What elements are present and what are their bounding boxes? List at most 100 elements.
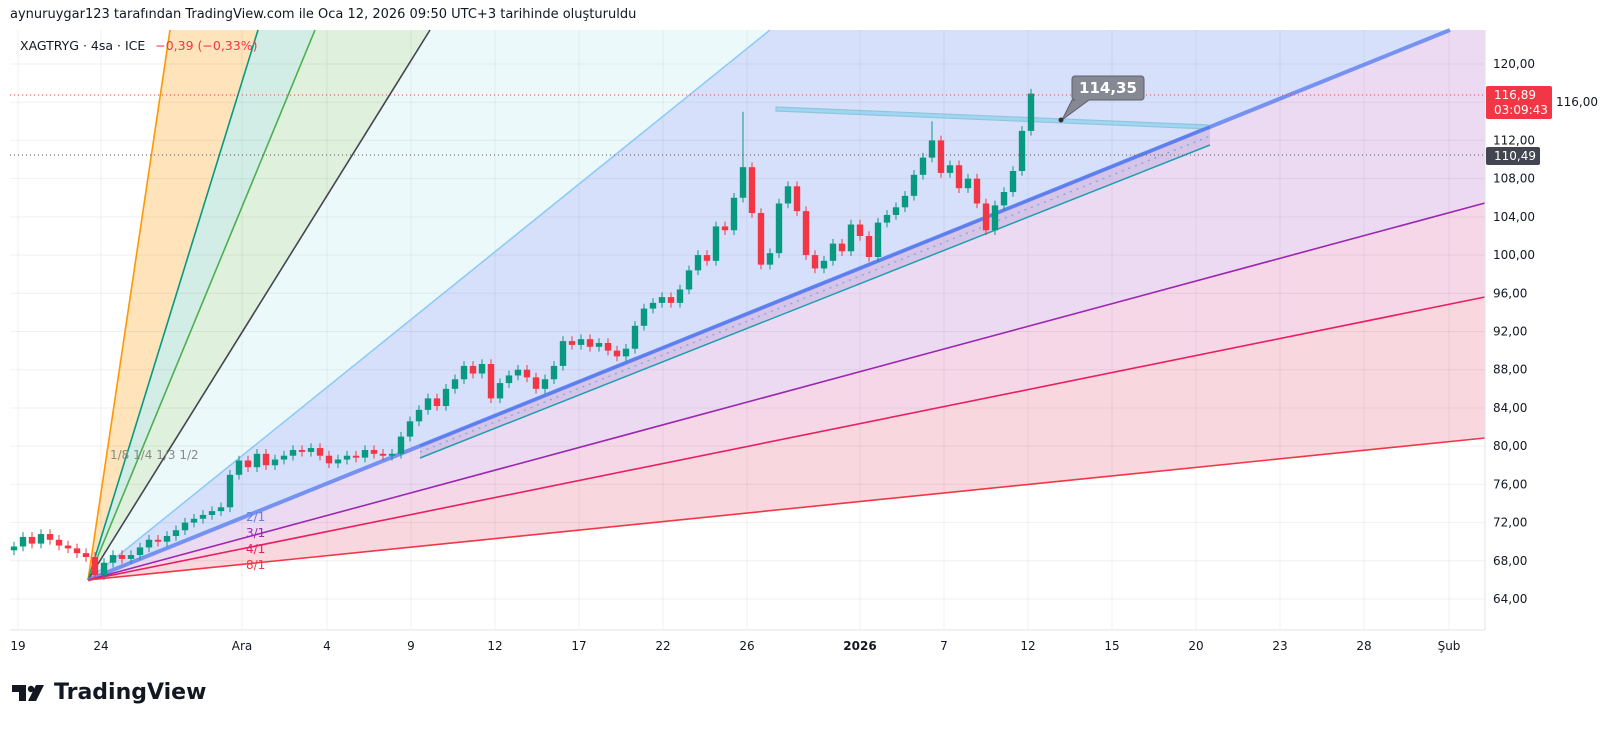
- candle-body: [550, 365, 558, 380]
- price-tick: 64,00: [1493, 592, 1527, 606]
- time-tick: Şub: [1438, 639, 1461, 653]
- candle-body: [784, 186, 792, 204]
- fan-line-1-4: [87, 29, 259, 581]
- candle-body: [847, 224, 855, 252]
- candle-body: [352, 455, 360, 458]
- marked-price-badge: [1486, 147, 1540, 165]
- candle-body: [532, 377, 540, 389]
- marked-price-value: 110,49: [1494, 149, 1536, 163]
- time-tick: 23: [1272, 639, 1287, 653]
- candle-body: [370, 449, 378, 454]
- candle-body: [397, 436, 405, 454]
- candle-body: [487, 363, 495, 399]
- candle-body: [919, 157, 927, 175]
- candle-body: [793, 186, 801, 212]
- time-tick: 12: [487, 639, 502, 653]
- fan-label-8-1: 8/1: [246, 558, 265, 572]
- time-tick: 24: [93, 639, 108, 653]
- candle-body: [514, 369, 522, 376]
- candle-body: [964, 178, 972, 189]
- price-tick: 116,00: [1556, 95, 1598, 109]
- candle-body: [289, 449, 297, 456]
- candle-body: [235, 460, 243, 475]
- candle-body: [208, 511, 216, 515]
- fan-line-1-2: [87, 29, 431, 581]
- candle-body: [1027, 93, 1035, 131]
- candle-body: [217, 507, 225, 512]
- candle-body: [1000, 192, 1008, 206]
- candle-body: [163, 535, 171, 542]
- candle-body: [424, 398, 432, 410]
- price-tick: 68,00: [1493, 554, 1527, 568]
- price-tick: 72,00: [1493, 516, 1527, 530]
- candle-body: [586, 339, 594, 347]
- candle-body: [622, 348, 630, 357]
- price-tick: 92,00: [1493, 325, 1527, 339]
- candle-body: [343, 455, 351, 460]
- candle-body: [100, 562, 108, 576]
- tradingview-logo-icon: [12, 684, 44, 701]
- time-tick: 4: [323, 639, 331, 653]
- symbol-label: XAGTRYG · 4sa · ICE: [20, 38, 146, 53]
- candle-body: [748, 167, 756, 214]
- candle-body: [685, 270, 693, 290]
- fan-line-1-8: [87, 29, 171, 581]
- last-price-badge: [1486, 86, 1552, 119]
- candle-body: [415, 409, 423, 422]
- candle-body: [325, 455, 333, 464]
- candle-body: [10, 546, 18, 551]
- candle-body: [154, 539, 162, 542]
- fan-line-4-1: [87, 296, 1486, 581]
- candle-body: [856, 224, 864, 236]
- candle-body: [199, 514, 207, 519]
- candle-body: [460, 365, 468, 380]
- candle-body: [118, 555, 126, 559]
- candle-body: [244, 460, 252, 468]
- candle-body: [676, 289, 684, 303]
- candle-body: [883, 214, 891, 223]
- candle-body: [766, 253, 774, 265]
- brand-name: TradingView: [54, 680, 207, 705]
- candle-body: [478, 363, 486, 374]
- candle-body: [730, 197, 738, 231]
- fan-label-4-1: 4/1: [246, 542, 265, 556]
- candle-body: [802, 211, 810, 256]
- tradingview-logo[interactable]: TradingView: [12, 680, 206, 705]
- candle-body: [910, 174, 918, 196]
- candle-body: [64, 545, 72, 549]
- candle-body: [19, 536, 27, 547]
- candle-body: [721, 226, 729, 231]
- time-tick: 7: [940, 639, 948, 653]
- candle-body: [172, 530, 180, 536]
- candle-body: [1018, 130, 1026, 172]
- candle-body: [649, 302, 657, 309]
- price-tick: 84,00: [1493, 401, 1527, 415]
- candle-body: [937, 140, 945, 173]
- fan-line-1-1: [87, 29, 771, 581]
- time-tick: 20: [1188, 639, 1203, 653]
- time-tick: 15: [1104, 639, 1119, 653]
- candle-body: [379, 453, 387, 456]
- callout-bubble: [1061, 75, 1145, 121]
- candle-body: [136, 547, 144, 556]
- price-change: −0,39 (−0,33%): [155, 38, 258, 53]
- candle-body: [181, 522, 189, 531]
- countdown-value: 03:09:43: [1494, 103, 1548, 117]
- candle-body: [595, 342, 603, 347]
- fan-label-3-1: 3/1: [246, 526, 265, 540]
- time-tick: Ara: [232, 639, 253, 653]
- candle-body: [892, 207, 900, 215]
- trend-channel-mid: [419, 135, 1211, 453]
- candle-body: [568, 341, 576, 345]
- fan-line-3-1: [87, 202, 1486, 581]
- candle-body: [451, 379, 459, 389]
- candle-body: [28, 536, 36, 544]
- candle-body: [91, 556, 99, 576]
- candle-body: [145, 539, 153, 548]
- candle-body: [388, 453, 396, 456]
- candle-body: [667, 297, 675, 303]
- candle-body: [559, 341, 567, 366]
- fan-label-2-1: 2/1: [246, 510, 265, 524]
- time-tick: 17: [571, 639, 586, 653]
